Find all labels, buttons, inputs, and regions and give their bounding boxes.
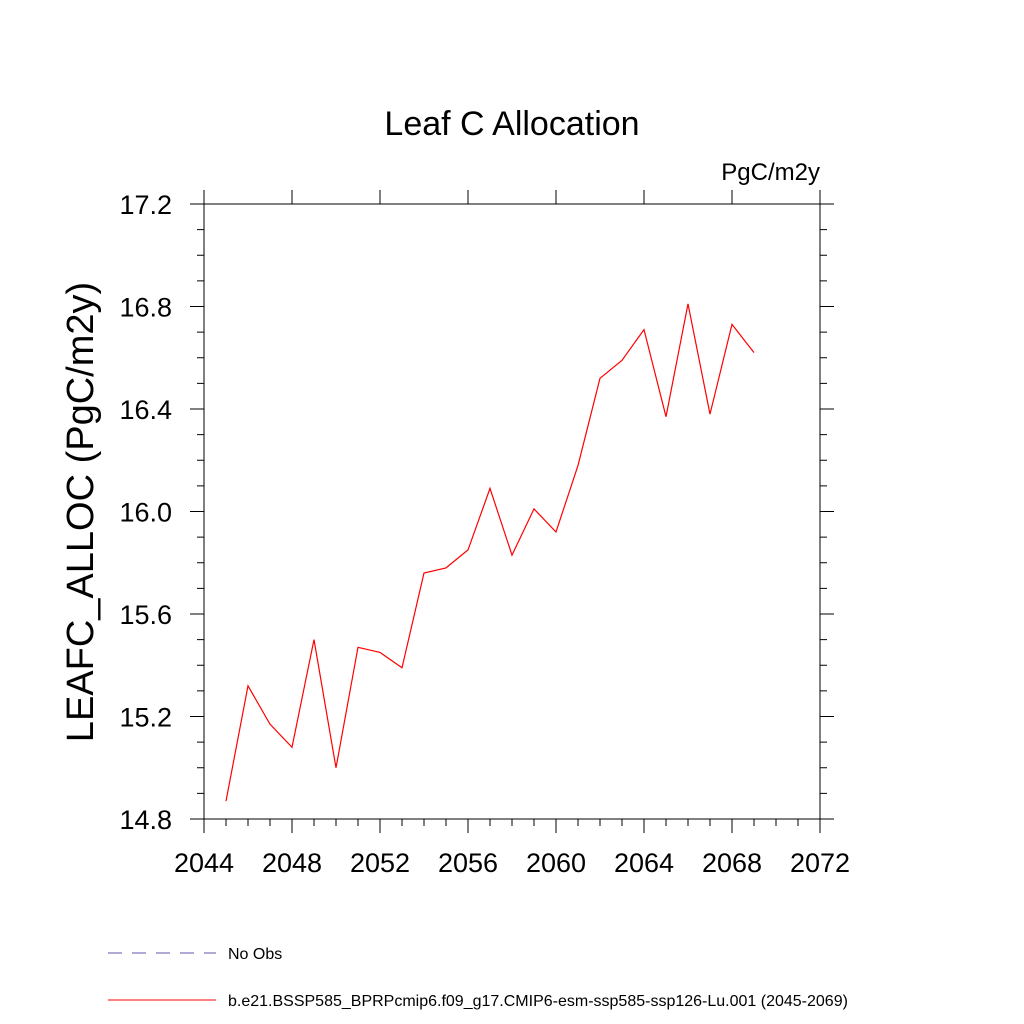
x-tick-label: 2072 [790,848,850,878]
y-tick-label: 15.2 [119,703,172,733]
y-axis-label: LEAFC_ALLOC (PgC/m2y) [60,282,102,742]
x-tick-label: 2064 [614,848,674,878]
units-label: PgC/m2y [721,159,820,186]
x-tick-label: 2068 [702,848,762,878]
x-tick-label: 2052 [350,848,410,878]
legend-label: b.e21.BSSP585_BPRPcmip6.f09_g17.CMIP6-es… [228,993,848,1010]
y-tick-label: 16.8 [119,293,172,323]
series-layer [225,303,755,802]
x-tick-label: 2056 [438,848,498,878]
y-tick-label: 16.0 [119,498,172,528]
series-line [225,303,755,802]
y-tick-label: 14.8 [119,805,172,835]
y-tick-label: 16.4 [119,395,172,425]
y-tick-label: 17.2 [119,190,172,220]
x-tick-label: 2060 [526,848,586,878]
legend: No Obs b.e21.BSSP585_BPRPcmip6.f09_g17.CM… [108,946,848,1010]
axis-ticks [190,190,834,833]
legend-label: No Obs [228,946,282,963]
x-tick-label: 2044 [174,848,234,878]
tick-labels: 2044 2048 2052 2056 2060 2064 2068 2072 14.8 15.2… [119,190,850,878]
y-tick-label: 15.6 [119,600,172,630]
chart-title: Leaf C Allocation [384,105,639,143]
x-tick-label: 2048 [262,848,322,878]
